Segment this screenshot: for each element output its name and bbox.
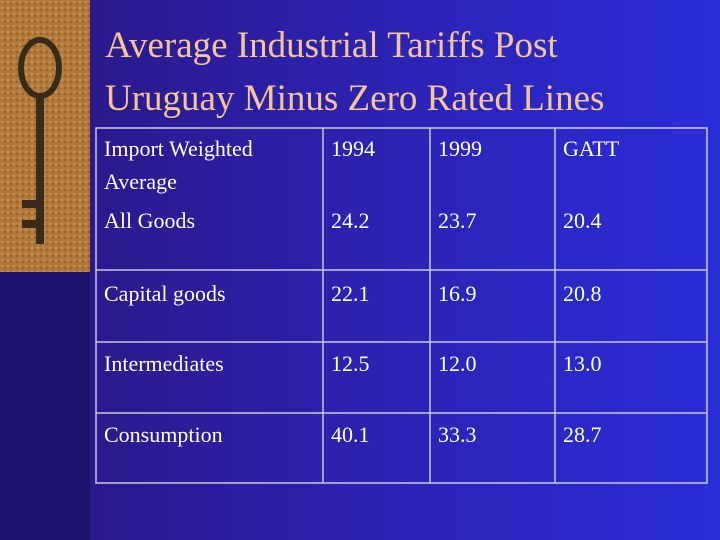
table-cell: 22.1 xyxy=(331,281,370,306)
table-cell: GATT xyxy=(563,136,620,161)
table-grid xyxy=(95,127,708,484)
table-cell: 16.9 xyxy=(438,281,477,306)
title: Average Industrial Tariffs Post xyxy=(105,25,558,66)
table-cell: 20.4 xyxy=(563,208,602,233)
table-cell: 33.3 xyxy=(438,422,477,447)
table-cell: 12.5 xyxy=(331,351,370,376)
table-cell: All Goods xyxy=(104,208,196,233)
title: Uruguay Minus Zero Rated Lines xyxy=(105,78,605,119)
table-cell: Consumption xyxy=(104,422,223,447)
table-cell: 1999 xyxy=(438,136,482,161)
key-image xyxy=(0,0,90,540)
table-cell: 20.8 xyxy=(563,281,602,306)
table-cell: Capital goods xyxy=(104,281,226,306)
table-cell: 40.1 xyxy=(331,422,370,447)
table-cell: Intermediates xyxy=(104,351,224,376)
table-cell: 24.2 xyxy=(331,208,370,233)
table-cell: 23.7 xyxy=(438,208,477,233)
table-cell: 1994 xyxy=(331,136,375,161)
table-cell: 28.7 xyxy=(563,422,602,447)
table-cell: 12.0 xyxy=(438,351,477,376)
table-cell: 13.0 xyxy=(563,351,602,376)
table-cell: Import Weighted Average xyxy=(104,136,253,194)
